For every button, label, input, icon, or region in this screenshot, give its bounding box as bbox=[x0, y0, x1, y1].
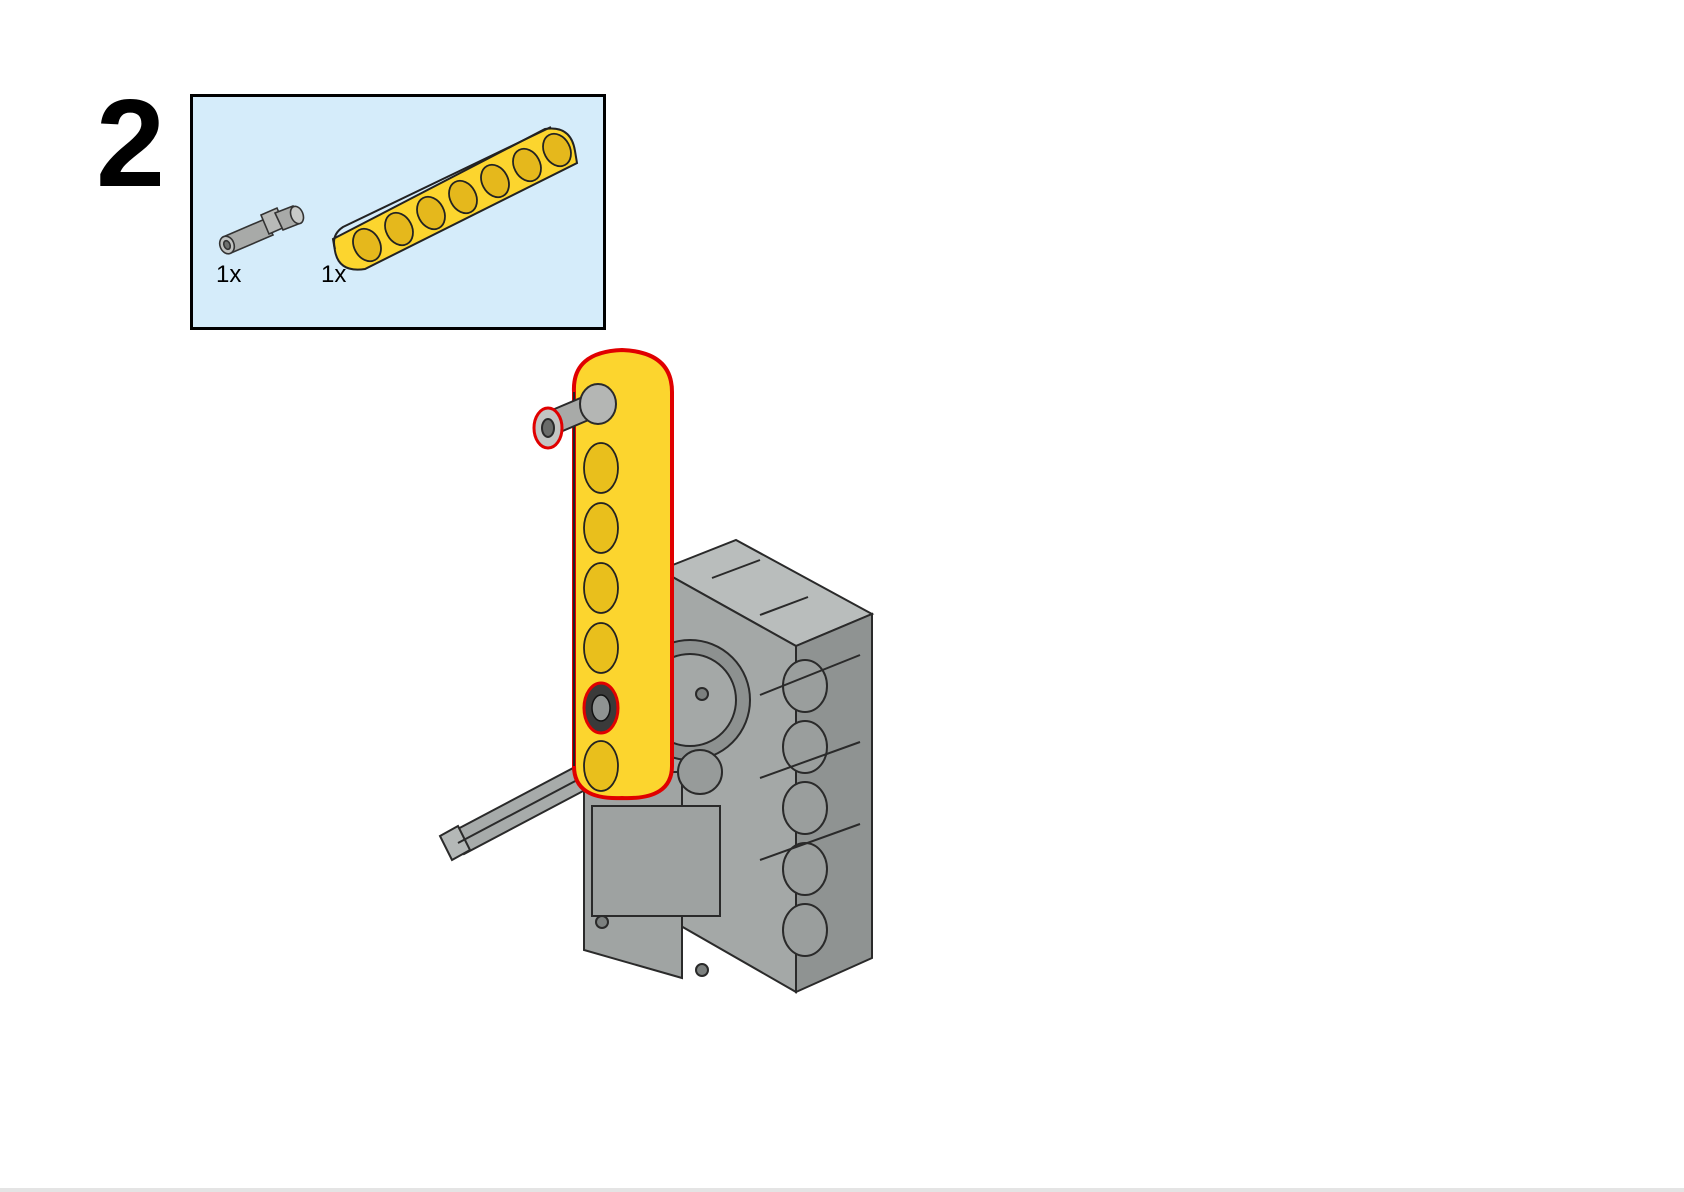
beam-part-image bbox=[331, 126, 579, 271]
pin-quantity: 1x bbox=[216, 261, 242, 288]
motor-body bbox=[583, 538, 875, 994]
parts-list-callout: 1x 1x bbox=[190, 94, 606, 330]
step-number: 2 bbox=[96, 75, 165, 213]
yellow-beam bbox=[571, 347, 674, 801]
beam-quantity: 1x bbox=[321, 261, 347, 288]
page-bottom-rule bbox=[0, 1188, 1684, 1192]
pin bbox=[532, 383, 617, 450]
pin-part-image bbox=[218, 205, 305, 255]
